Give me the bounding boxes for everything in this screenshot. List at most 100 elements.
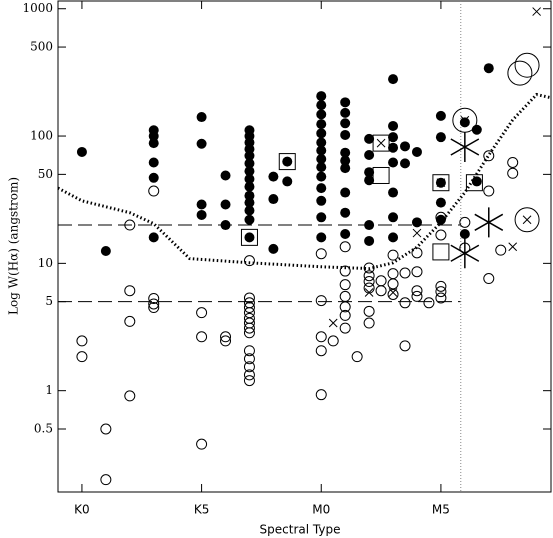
cross-point: [460, 115, 470, 125]
y-tick-label: 1000: [22, 1, 53, 15]
open-point: [124, 285, 136, 297]
open-point: [196, 307, 208, 319]
filled-point: [411, 146, 422, 157]
open-point: [411, 247, 423, 259]
open-point: [243, 327, 255, 339]
filled-point: [282, 176, 293, 187]
open-point: [363, 305, 375, 317]
open-point: [411, 266, 423, 278]
filled-point: [148, 131, 159, 142]
dotted-curve: [57, 92, 552, 271]
big-circle-point: [514, 207, 540, 233]
x-axis-label: Spectral Type: [260, 523, 341, 537]
star-point: [474, 207, 504, 238]
open-point: [148, 292, 160, 304]
filled-point: [316, 162, 327, 173]
open-point: [507, 156, 519, 168]
filled-point: [435, 132, 446, 143]
filled-point: [244, 190, 255, 201]
star-point: [450, 132, 480, 163]
open-point: [339, 241, 351, 253]
open-point: [435, 229, 447, 241]
plot-frame: [57, 0, 552, 493]
open-point: [339, 265, 351, 277]
open-point: [483, 150, 495, 162]
open-point: [243, 322, 255, 334]
open-point: [435, 280, 447, 292]
filled-point: [220, 199, 231, 210]
filled-point: [220, 170, 231, 181]
open-point: [363, 317, 375, 329]
filled-point: [244, 197, 255, 208]
filled-point: [340, 97, 351, 108]
filled-point: [244, 173, 255, 184]
open-point: [399, 340, 411, 352]
filled-point: [148, 138, 159, 149]
open-point: [243, 302, 255, 314]
open-point: [375, 275, 387, 287]
filled-point: [388, 132, 399, 143]
open-point: [76, 351, 88, 363]
filled-point: [196, 112, 207, 123]
filled-point: [364, 235, 375, 246]
open-point: [363, 282, 375, 294]
filled-point: [483, 63, 494, 74]
filled-point: [340, 147, 351, 158]
cross-point: [508, 242, 518, 252]
filled-point: [196, 199, 207, 210]
open-point: [243, 361, 255, 373]
filled-point: [388, 187, 399, 198]
open-point: [339, 301, 351, 313]
open-point: [315, 389, 327, 401]
filled-point: [268, 194, 279, 205]
open-point: [124, 315, 136, 327]
square-point: [372, 134, 390, 152]
open-point: [387, 288, 399, 300]
open-point: [220, 335, 232, 347]
open-point: [363, 270, 375, 282]
filled-point: [244, 150, 255, 161]
filled-point: [316, 171, 327, 182]
filled-point: [316, 145, 327, 156]
open-point: [100, 423, 112, 435]
y-tick-label: 10: [38, 256, 53, 270]
open-point: [243, 369, 255, 381]
open-point: [243, 345, 255, 357]
filled-point: [340, 229, 351, 240]
filled-point: [282, 156, 293, 167]
filled-point: [316, 232, 327, 243]
filled-point: [316, 119, 327, 130]
filled-point: [244, 166, 255, 177]
y-tick-label: 100: [30, 129, 53, 143]
filled-point: [316, 109, 327, 120]
open-point: [243, 375, 255, 387]
filled-point: [316, 183, 327, 194]
open-point: [339, 279, 351, 291]
filled-point: [244, 205, 255, 216]
filled-point: [340, 207, 351, 218]
open-point: [435, 286, 447, 298]
filled-point: [196, 209, 207, 220]
filled-point: [316, 195, 327, 206]
cross-point: [522, 215, 532, 225]
square-point: [240, 228, 258, 246]
filled-point: [364, 149, 375, 160]
filled-point: [459, 229, 470, 240]
filled-point: [340, 107, 351, 118]
filled-point: [340, 129, 351, 140]
cross-point: [532, 7, 541, 16]
filled-point: [435, 110, 446, 121]
open-point: [435, 292, 447, 304]
square-point: [432, 243, 450, 261]
open-point: [435, 211, 447, 223]
filled-point: [316, 91, 327, 102]
open-point: [339, 290, 351, 302]
open-point: [483, 185, 495, 197]
square-point: [278, 153, 296, 171]
open-point: [196, 331, 208, 343]
x-tick-label: K0: [74, 503, 90, 517]
square-point: [465, 174, 483, 192]
cross-point: [328, 318, 338, 328]
open-point: [387, 268, 399, 280]
